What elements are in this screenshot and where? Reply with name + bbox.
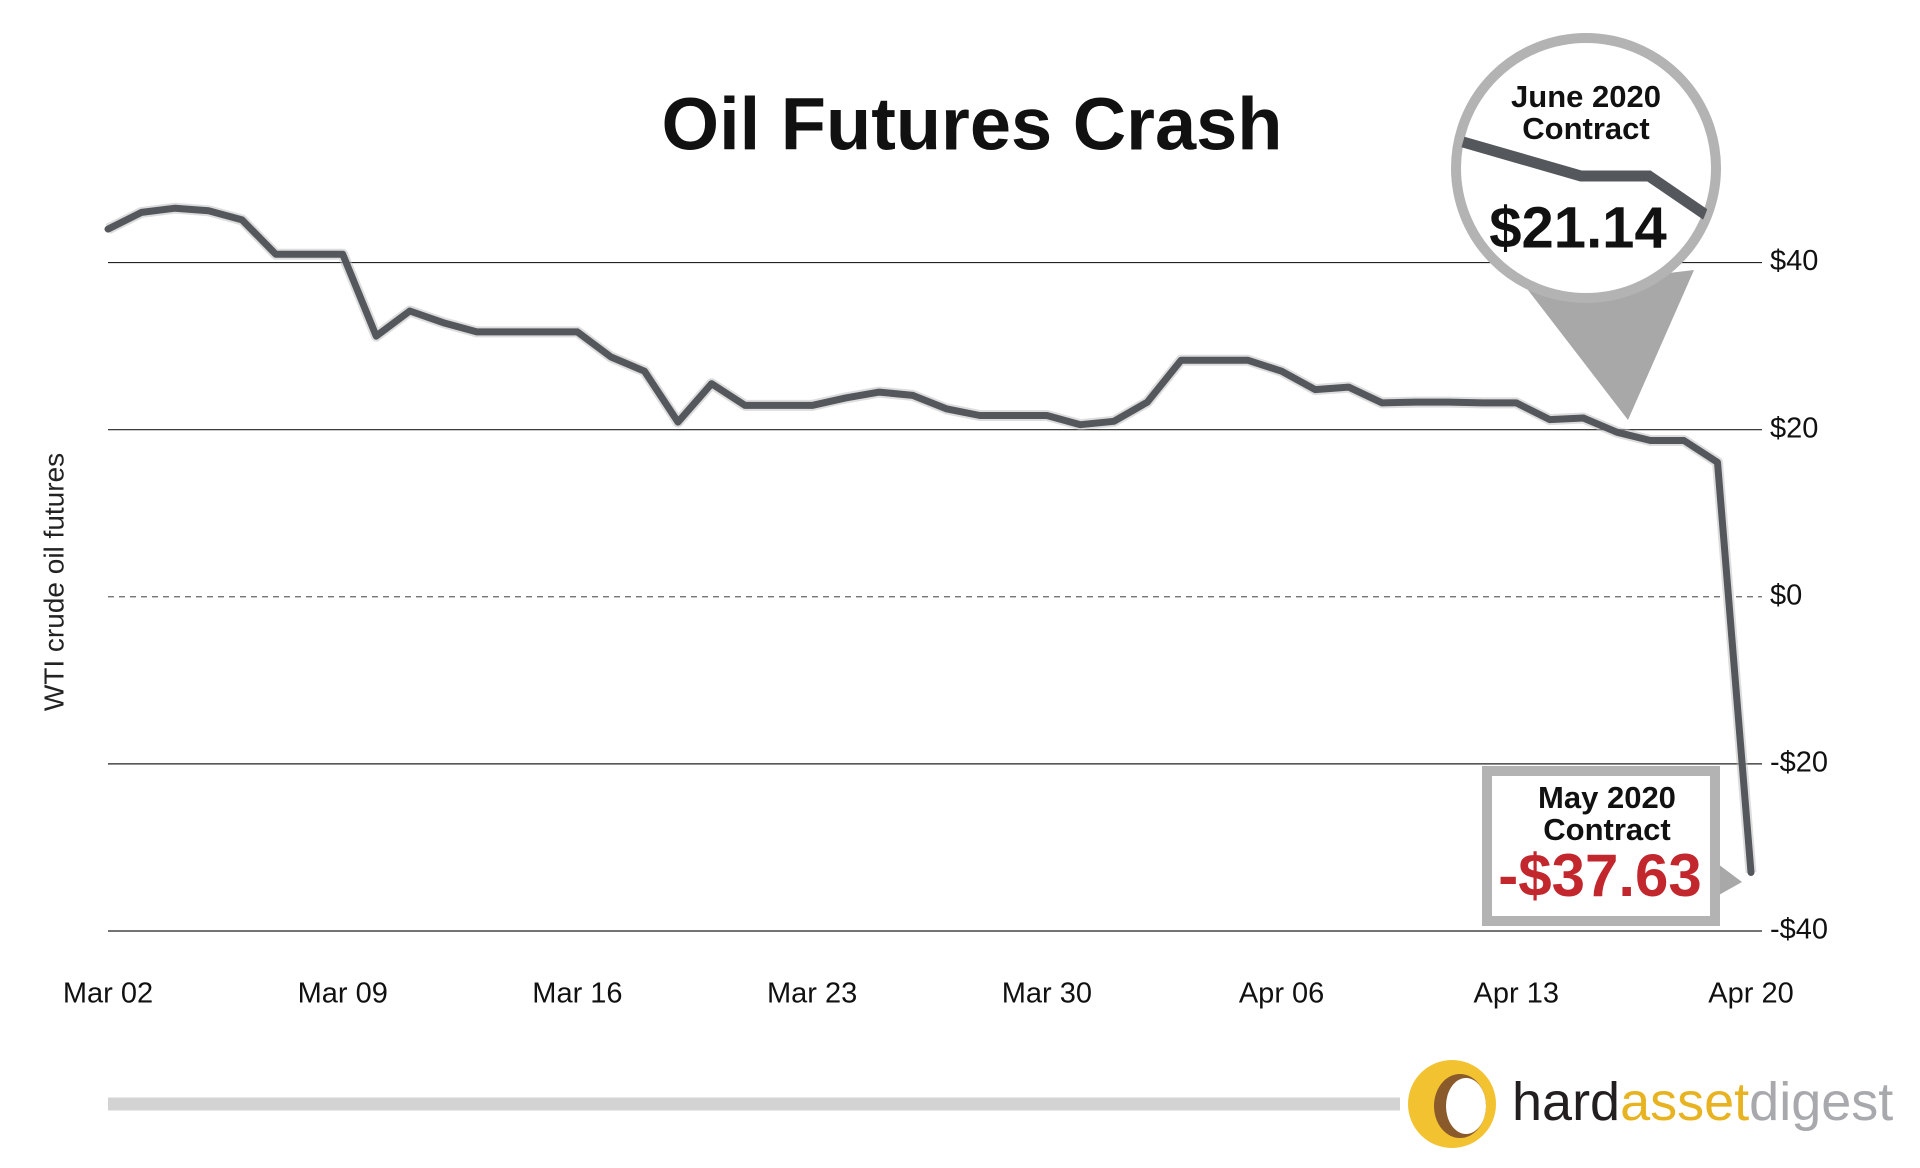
x-tick-label: Mar 23 [767, 978, 857, 1010]
may-callout: May 2020 Contract -$37.63 [1482, 766, 1742, 926]
june-callout: June 2020 Contract $21.14 [1451, 33, 1721, 420]
x-tick-label: Mar 16 [532, 978, 622, 1010]
callout-circle [1451, 33, 1721, 303]
callout-label: May 2020 [1538, 780, 1676, 815]
grid: -$40 -$20 $0 $20 $40 Mar 02 Mar 09 Mar 16 Mar 23… [63, 245, 1828, 1009]
logo-part: asset [1620, 1072, 1749, 1132]
x-tick-label: Apr 20 [1708, 978, 1793, 1010]
x-tick-label: Apr 13 [1474, 978, 1559, 1010]
callout-label: Contract [1543, 812, 1670, 847]
callout-label: Contract [1522, 111, 1649, 146]
callout-value: -$37.63 [1498, 842, 1702, 909]
plot [104, 202, 1757, 876]
x-tick-label: Apr 06 [1239, 978, 1324, 1010]
x-tick-label: Mar 30 [1002, 978, 1092, 1010]
callout-value: $21.14 [1489, 195, 1666, 260]
price-line [104, 204, 1755, 876]
x-tick-label: Mar 09 [298, 978, 388, 1010]
y-tick-label: $20 [1770, 412, 1818, 444]
y-tick-label: $0 [1770, 579, 1802, 611]
y-tick-label: -$20 [1770, 747, 1828, 779]
callout-pointer [1528, 270, 1694, 420]
callout-box [1482, 766, 1720, 926]
chart-title: Oil Futures Crash [662, 83, 1283, 166]
y-tick-label: -$40 [1770, 914, 1828, 946]
logo-inner [1446, 1078, 1486, 1134]
callout-line [1461, 136, 1713, 222]
y-axis-label: WTI crude oil futures [38, 453, 69, 711]
y-tick-label: $40 [1770, 245, 1818, 277]
logo-part: hard [1512, 1072, 1620, 1132]
logo-part: digest [1749, 1072, 1893, 1132]
logo-text: hardassetdigest [1512, 1072, 1893, 1132]
logo-mark [1408, 1060, 1496, 1148]
x-tick-label: Mar 02 [63, 978, 153, 1010]
callout-label: June 2020 [1511, 79, 1661, 114]
